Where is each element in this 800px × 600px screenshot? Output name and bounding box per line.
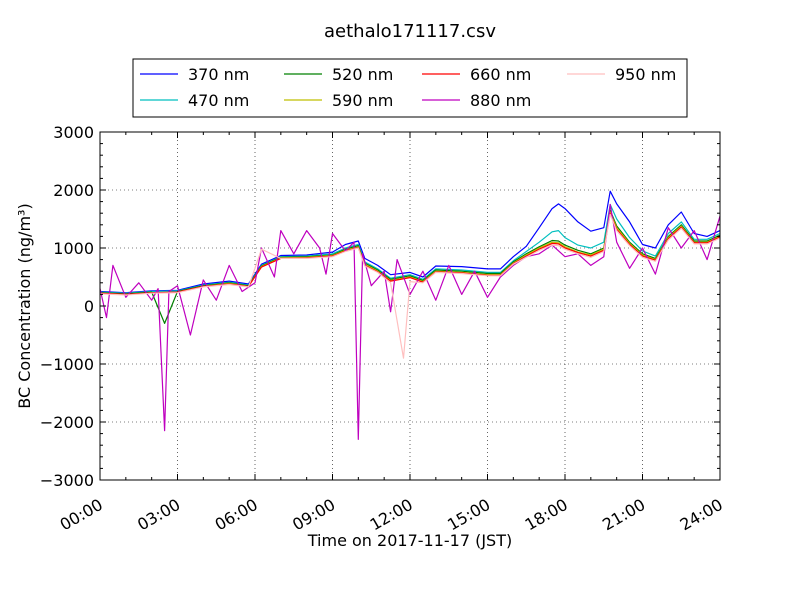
x-tick-label: 03:00 (134, 495, 183, 535)
y-tick-label: 3000 (53, 123, 94, 142)
grid (99, 131, 721, 481)
chart-title: aethalo171117.csv (324, 21, 496, 42)
y-axis-tick-labels: 3000 2000 1000 0 −1000 −2000 −3000 (40, 123, 94, 490)
x-tick-label: 21:00 (599, 495, 648, 535)
x-tick-label: 12:00 (367, 495, 416, 535)
y-tick-label: 1000 (53, 239, 94, 258)
y-axis-label: BC Concentration (ng/m³) (15, 203, 34, 408)
legend-label: 880 nm (470, 91, 531, 110)
x-axis-label: Time on 2017-11-17 (JST) (307, 531, 512, 550)
y-tick-label: −2000 (40, 413, 94, 432)
legend-item: 520 nm (284, 65, 393, 84)
legend-item: 880 nm (422, 91, 531, 110)
y-tick-label: 2000 (53, 181, 94, 200)
x-tick-label: 00:00 (57, 495, 106, 535)
legend-frame (132, 58, 688, 118)
legend-item: 590 nm (284, 91, 393, 110)
series-lines (99, 190, 721, 440)
y-tick-label: 0 (84, 297, 94, 316)
x-tick-label: 09:00 (289, 495, 338, 535)
legend-item: 660 nm (422, 65, 531, 84)
y-tick-label: −3000 (40, 471, 94, 490)
series-line-3 (99, 209, 721, 324)
legend-item: 470 nm (140, 91, 249, 110)
axis-ticks (99, 131, 721, 481)
legend-label: 950 nm (615, 65, 676, 84)
x-axis-tick-labels: 00:00 03:00 06:00 09:00 12:00 15:00 18:00 21:00… (57, 495, 726, 535)
legend-label: 590 nm (332, 91, 393, 110)
legend-label: 520 nm (332, 65, 393, 84)
legend: 370 nm 470 nm 520 nm 590 nm 660 nm 880 nm 950 … (132, 58, 688, 118)
y-tick-label: −1000 (40, 355, 94, 374)
x-tick-label: 15:00 (444, 495, 493, 535)
legend-label: 370 nm (188, 65, 249, 84)
legend-item: 950 nm (567, 65, 676, 84)
legend-item: 370 nm (140, 65, 249, 84)
x-tick-label: 06:00 (212, 495, 261, 535)
x-tick-label: 18:00 (522, 495, 571, 535)
x-tick-label: 24:00 (677, 495, 726, 535)
legend-label: 660 nm (470, 65, 531, 84)
series-line-7 (99, 213, 721, 359)
legend-label: 470 nm (188, 91, 249, 110)
